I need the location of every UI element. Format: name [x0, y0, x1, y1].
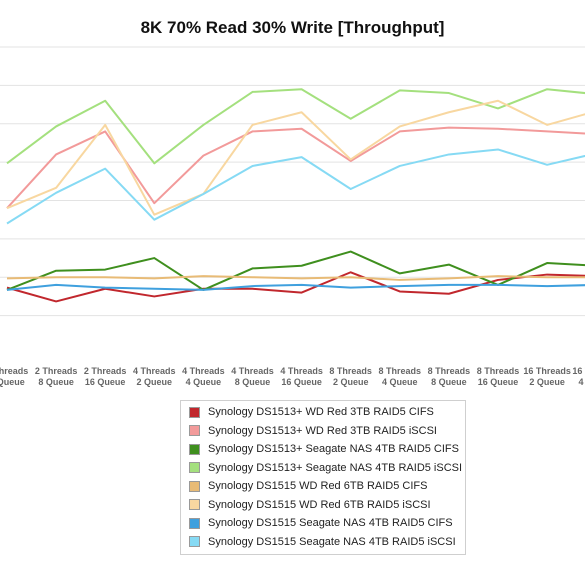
legend-label: Synology DS1513+ Seagate NAS 4TB RAID5 i… — [208, 461, 463, 474]
series-line-5 — [6, 99, 585, 216]
x-tick-label: 4 Threads 4 Queue — [182, 366, 225, 387]
legend-swatch — [189, 480, 200, 492]
legend-label: Synology DS1515 WD Red 6TB RAID5 CIFS — [208, 480, 428, 493]
legend-label: Synology DS1515 WD Red 6TB RAID5 iSCSI — [208, 498, 431, 511]
x-tick-label: 4 Threads 2 Queue — [133, 366, 176, 387]
series-lines — [6, 88, 585, 303]
series-line-0 — [6, 271, 585, 303]
legend-swatch — [189, 462, 200, 474]
legend-label: Synology DS1513+ WD Red 3TB RAID5 CIFS — [208, 406, 434, 419]
x-tick-label: 8 Threads 2 Queue — [329, 366, 372, 387]
legend: Synology DS1513+ WD Red 3TB RAID5 CIFS Sy… — [180, 400, 466, 555]
legend-label: Synology DS1515 Seagate NAS 4TB RAID5 CI… — [208, 517, 453, 530]
legend-swatch — [189, 425, 200, 437]
legend-item: Synology DS1513+ Seagate NAS 4TB RAID5 C… — [181, 440, 465, 459]
legend-item: Synology DS1515 WD Red 6TB RAID5 iSCSI — [181, 496, 465, 515]
series-line-6 — [6, 283, 585, 291]
x-tick-label: 4 Threads 8 Queue — [231, 366, 274, 387]
x-tick-label: 8 Threads 4 Queue — [379, 366, 422, 387]
legend-item: Synology DS1515 Seagate NAS 4TB RAID5 iS… — [181, 533, 465, 552]
legend-item: Synology DS1513+ WD Red 3TB RAID5 iSCSI — [181, 422, 465, 441]
x-tick-label: 16 Threads 2 Queue — [523, 366, 571, 387]
series-line-1 — [6, 126, 585, 209]
legend-item: Synology DS1513+ Seagate NAS 4TB RAID5 i… — [181, 459, 465, 478]
x-tick-label: 8 Threads 16 Queue — [477, 366, 520, 387]
legend-swatch — [189, 499, 200, 511]
x-tick-label: 2 Threads 16 Queue — [84, 366, 127, 387]
legend-label: Synology DS1513+ WD Red 3TB RAID5 iSCSI — [208, 424, 437, 437]
legend-swatch — [189, 536, 200, 548]
series-line-3 — [6, 88, 585, 165]
legend-label: Synology DS1513+ Seagate NAS 4TB RAID5 C… — [208, 443, 459, 456]
chart-title: 8K 70% Read 30% Write [Throughput] — [140, 18, 445, 37]
legend-item: Synology DS1513+ WD Red 3TB RAID5 CIFS — [181, 403, 465, 422]
series-line-4 — [6, 275, 585, 281]
x-tick-label: 2 Threads 8 Queue — [35, 366, 78, 387]
legend-item: Synology DS1515 Seagate NAS 4TB RAID5 CI… — [181, 514, 465, 533]
legend-label: Synology DS1515 Seagate NAS 4TB RAID5 iS… — [208, 535, 456, 548]
legend-swatch — [189, 517, 200, 529]
x-tick-label: 4 Threads 16 Queue — [280, 366, 323, 387]
series-line-7 — [6, 148, 585, 225]
legend-swatch — [189, 406, 200, 418]
legend-item: Synology DS1515 WD Red 6TB RAID5 CIFS — [181, 477, 465, 496]
x-tick-label: 8 Threads 8 Queue — [428, 366, 471, 387]
legend-swatch — [189, 443, 200, 455]
